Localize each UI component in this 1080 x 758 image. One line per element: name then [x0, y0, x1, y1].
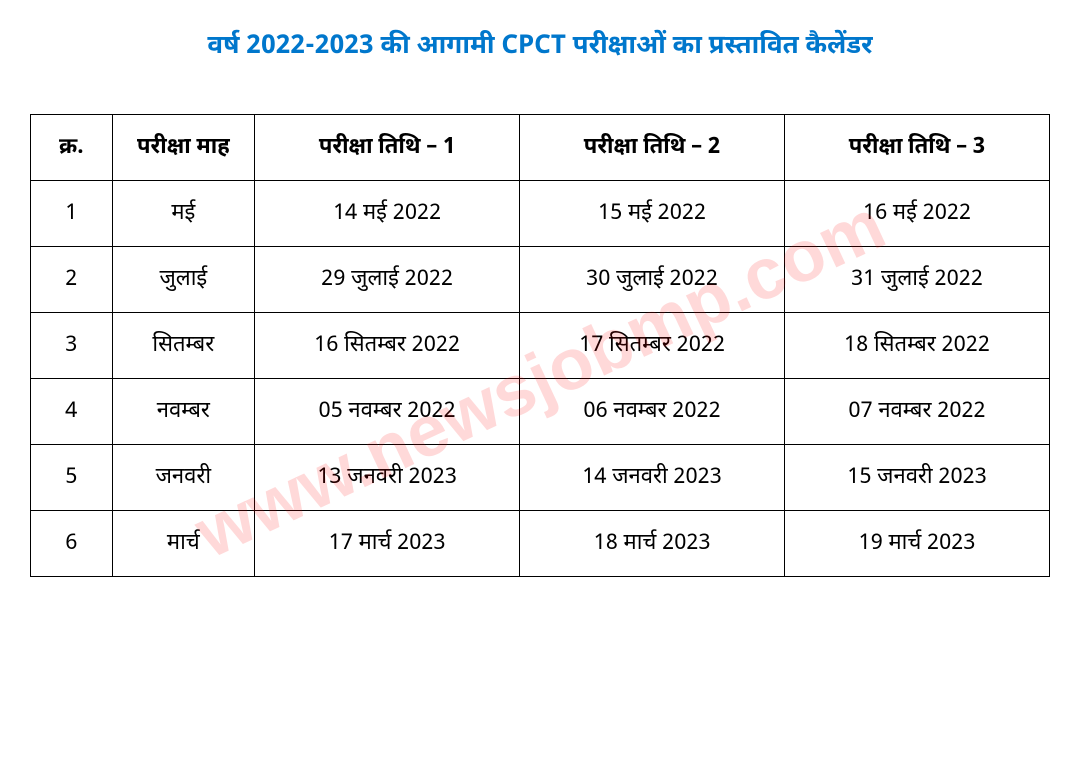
cell-date2: 14 जनवरी 2023: [520, 445, 785, 511]
cell-month: नवम्बर: [112, 379, 255, 445]
table-row: 4 नवम्बर 05 नवम्बर 2022 06 नवम्बर 2022 0…: [31, 379, 1050, 445]
cell-index: 4: [31, 379, 113, 445]
cell-date1: 14 मई 2022: [255, 181, 520, 247]
cell-index: 3: [31, 313, 113, 379]
cell-index: 5: [31, 445, 113, 511]
cell-date3: 19 मार्च 2023: [785, 511, 1050, 577]
cell-date1: 05 नवम्बर 2022: [255, 379, 520, 445]
table-row: 6 मार्च 17 मार्च 2023 18 मार्च 2023 19 म…: [31, 511, 1050, 577]
header-month: परीक्षा माह: [112, 115, 255, 181]
table-row: 5 जनवरी 13 जनवरी 2023 14 जनवरी 2023 15 ज…: [31, 445, 1050, 511]
cell-date3: 16 मई 2022: [785, 181, 1050, 247]
cell-date2: 17 सितम्बर 2022: [520, 313, 785, 379]
cell-month: जुलाई: [112, 247, 255, 313]
page-title: वर्ष 2022-2023 की आगामी CPCT परीक्षाओं क…: [30, 30, 1050, 64]
table-row: 2 जुलाई 29 जुलाई 2022 30 जुलाई 2022 31 ज…: [31, 247, 1050, 313]
cell-date3: 18 सितम्बर 2022: [785, 313, 1050, 379]
cell-date1: 16 सितम्बर 2022: [255, 313, 520, 379]
header-date1: परीक्षा तिथि – 1: [255, 115, 520, 181]
cell-date2: 18 मार्च 2023: [520, 511, 785, 577]
cell-date3: 07 नवम्बर 2022: [785, 379, 1050, 445]
cell-month: मार्च: [112, 511, 255, 577]
cell-date1: 13 जनवरी 2023: [255, 445, 520, 511]
cell-month: जनवरी: [112, 445, 255, 511]
cell-month: मई: [112, 181, 255, 247]
cell-date1: 17 मार्च 2023: [255, 511, 520, 577]
cell-index: 2: [31, 247, 113, 313]
schedule-table: क्र. परीक्षा माह परीक्षा तिथि – 1 परीक्ष…: [30, 114, 1050, 577]
cell-date2: 06 नवम्बर 2022: [520, 379, 785, 445]
cell-date2: 15 मई 2022: [520, 181, 785, 247]
cell-date1: 29 जुलाई 2022: [255, 247, 520, 313]
cell-index: 6: [31, 511, 113, 577]
header-date3: परीक्षा तिथि – 3: [785, 115, 1050, 181]
cell-index: 1: [31, 181, 113, 247]
cell-month: सितम्बर: [112, 313, 255, 379]
header-date2: परीक्षा तिथि – 2: [520, 115, 785, 181]
table-row: 1 मई 14 मई 2022 15 मई 2022 16 मई 2022: [31, 181, 1050, 247]
table-row: 3 सितम्बर 16 सितम्बर 2022 17 सितम्बर 202…: [31, 313, 1050, 379]
header-index: क्र.: [31, 115, 113, 181]
cell-date3: 15 जनवरी 2023: [785, 445, 1050, 511]
cell-date2: 30 जुलाई 2022: [520, 247, 785, 313]
cell-date3: 31 जुलाई 2022: [785, 247, 1050, 313]
table-header-row: क्र. परीक्षा माह परीक्षा तिथि – 1 परीक्ष…: [31, 115, 1050, 181]
